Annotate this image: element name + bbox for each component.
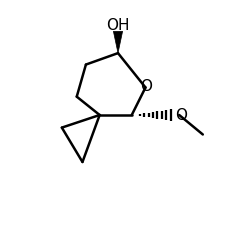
Text: O: O [175,108,187,123]
Polygon shape [114,32,122,54]
Text: O: O [140,79,152,94]
Text: OH: OH [106,18,130,33]
